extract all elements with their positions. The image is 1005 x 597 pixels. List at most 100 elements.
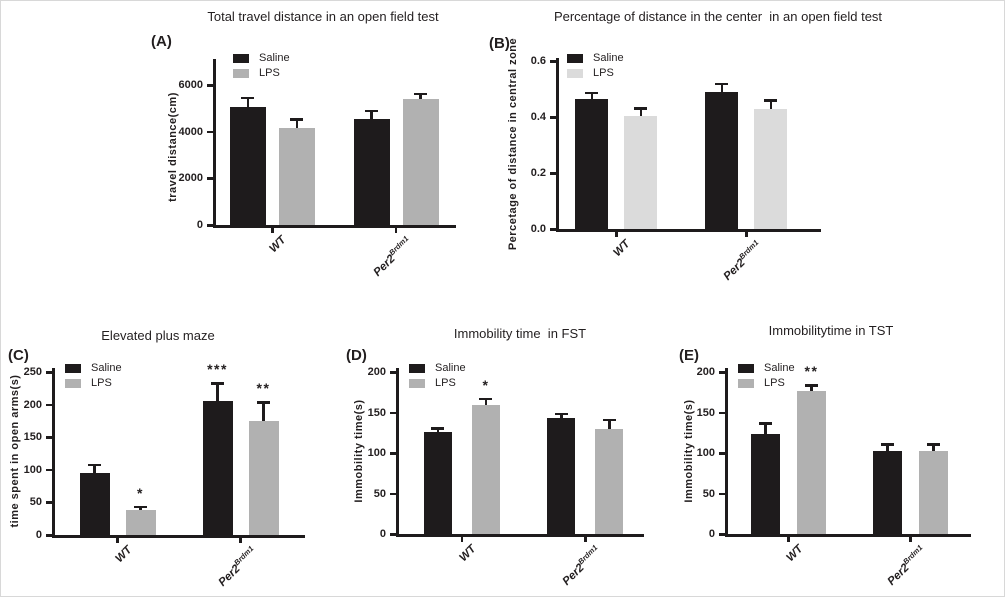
y-tick [719, 492, 725, 495]
error-bar-cap [479, 397, 493, 401]
error-bar-line [769, 99, 773, 110]
legend-swatch-saline [65, 364, 81, 373]
error-bar-line [295, 118, 299, 129]
error-bar-cap [602, 418, 616, 422]
y-tick-label: 200 [696, 366, 715, 378]
legend-label-lps: LPS [593, 67, 614, 79]
error-bar-line [886, 443, 889, 452]
error-bar-line [216, 382, 219, 401]
panel-c-title: Elevated plus maze [101, 328, 215, 343]
bar-lps-wt [278, 128, 315, 225]
y-tick-label: 4000 [178, 125, 203, 138]
x-category-superscript: Brdm1 [901, 543, 925, 567]
y-tick-label: 100 [23, 463, 42, 476]
y-tick [390, 411, 396, 414]
y-tick [390, 371, 396, 374]
error-bar-line [484, 397, 488, 406]
bar-lps-per2 [248, 420, 279, 535]
bar-lps-per2 [595, 428, 624, 534]
significance-star: * [482, 376, 490, 393]
panel-a-title: Total travel distance in an open field t… [207, 9, 439, 24]
y-tick [207, 130, 213, 134]
error-bar-line [560, 412, 563, 419]
y-axis [52, 368, 55, 538]
panel-c-letter: (C) [8, 347, 29, 364]
legend-swatch-saline [738, 364, 754, 373]
x-tick [745, 232, 748, 237]
error-bar-line [246, 96, 250, 108]
error-bar-cap [88, 463, 101, 467]
x-tick [584, 537, 587, 542]
error-bar-line [639, 107, 643, 117]
legend-swatch-lps [233, 69, 249, 78]
legend-label-saline: Saline [593, 52, 624, 64]
y-tick-label: 50 [29, 496, 42, 509]
y-axis [556, 58, 559, 232]
legend-label-lps: LPS [259, 67, 280, 79]
y-tick-label: 250 [23, 366, 42, 378]
error-bar-cap [257, 401, 270, 404]
y-tick-label: 150 [367, 406, 386, 419]
y-tick-label: 0 [196, 219, 203, 231]
y-tick [390, 492, 396, 495]
bar-saline-per2 [872, 451, 902, 534]
significance-star: * [137, 484, 144, 501]
bar-lps-per2 [918, 450, 948, 534]
error-bar-cap [211, 382, 224, 385]
legend-label-saline: Saline [764, 362, 795, 374]
error-bar-cap [431, 427, 445, 430]
legend-swatch-lps [567, 69, 583, 78]
y-tick-label: 0.0 [530, 223, 546, 235]
y-tick [207, 177, 213, 180]
error-bar-cap [241, 96, 255, 100]
y-tick-label: 50 [702, 487, 715, 500]
error-bar-cap [880, 443, 894, 446]
y-tick [46, 371, 52, 374]
y-axis-title: Immobility time(s) [683, 399, 695, 503]
x-tick [615, 232, 618, 237]
legend-label-lps: LPS [435, 377, 456, 389]
y-tick-label: 0.2 [530, 167, 546, 179]
y-tick [550, 60, 556, 63]
y-tick-label: 200 [367, 366, 386, 378]
error-bar-cap [290, 118, 304, 121]
bar-lps-wt [797, 391, 826, 534]
panel-e-letter: (E) [679, 347, 699, 364]
bar-saline-wt [575, 98, 609, 229]
panel-a-letter: (A) [151, 33, 172, 50]
y-tick [46, 403, 52, 407]
y-tick [46, 436, 52, 439]
x-tick [394, 228, 398, 233]
y-tick-label: 0 [708, 528, 715, 540]
panel-d-letter: (D) [346, 347, 367, 364]
bar-saline-wt [79, 473, 110, 535]
y-tick-label: 200 [23, 398, 42, 411]
x-category-text: WT [783, 543, 805, 565]
panel-b-title: Percentage of distance in the center in … [553, 9, 883, 24]
error-bar-line [262, 401, 265, 421]
legend-label-lps: LPS [764, 377, 785, 389]
y-tick [46, 534, 52, 537]
legend-label-saline: Saline [91, 362, 122, 374]
y-tick-label: 0.6 [530, 55, 546, 67]
error-bar-cap [134, 505, 147, 509]
x-category-text: Per2 [886, 561, 913, 588]
bar-saline-per2 [705, 91, 739, 229]
legend-label-saline: Saline [259, 52, 290, 64]
bar-lps-wt [471, 405, 500, 534]
y-tick [46, 501, 52, 504]
y-tick-label: 2000 [178, 172, 203, 185]
y-axis [725, 368, 728, 537]
bar-saline-per2 [353, 118, 390, 225]
legend-swatch-lps [738, 379, 754, 388]
x-category-label: WT [712, 543, 805, 596]
y-tick-label: 0 [35, 529, 42, 541]
y-tick [719, 411, 725, 414]
y-tick [550, 116, 556, 119]
y-tick [719, 533, 725, 536]
legend-label-lps: LPS [91, 377, 112, 389]
bar-saline-per2 [547, 418, 576, 534]
